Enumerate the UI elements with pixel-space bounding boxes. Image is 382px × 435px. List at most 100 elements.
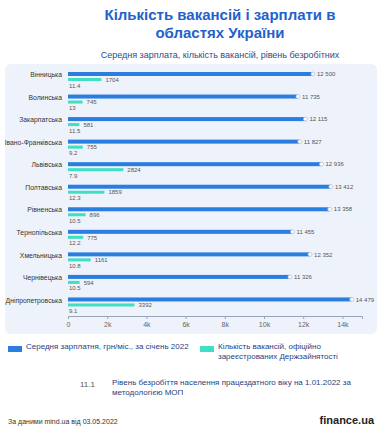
chart-svg: 02k4k6k8k10k12k14kВінницькаВолинськаЗака…	[0, 0, 382, 435]
data-labels: 12 50011 73512 11511 82712 93613 41213 3…	[69, 71, 375, 314]
category-label: Полтавська	[25, 184, 62, 191]
y-tick: Тернопільська	[17, 229, 63, 237]
panel	[5, 64, 377, 334]
bar	[68, 258, 91, 261]
category-label: Закарпатська	[19, 116, 62, 124]
unemployment-label: 7.9	[69, 173, 78, 179]
bar-end-dot	[311, 72, 315, 76]
data-label: 12 352	[314, 252, 333, 258]
data-label: 755	[87, 144, 98, 150]
bar	[68, 230, 293, 234]
bar-end-dot	[298, 140, 302, 144]
category-label: Чернівецька	[23, 274, 62, 282]
legend-swatch	[8, 346, 22, 352]
bar-end-dot	[320, 162, 324, 166]
y-tick: Івано-Франківська	[5, 139, 63, 147]
data-label: 775	[87, 235, 98, 241]
legend-label: Рівень безробіття населення працездатног…	[112, 378, 362, 398]
x-tick-mark	[303, 316, 304, 319]
y-tick: Вінницька	[30, 71, 62, 79]
category-label: Тернопільська	[17, 229, 63, 237]
unemployment-label: 10.8	[69, 263, 81, 269]
bar-end-dot	[288, 275, 292, 279]
unemployment-label: 11.4	[69, 83, 81, 89]
data-label: 745	[87, 99, 98, 105]
data-label: 12 500	[317, 71, 336, 77]
x-tick: 10k	[259, 316, 271, 328]
y-tick: Дніпропетровська	[6, 297, 63, 305]
bar	[68, 123, 79, 126]
bar	[68, 162, 322, 166]
y-tick: Чернівецька	[23, 274, 62, 282]
bar	[68, 101, 83, 104]
subtitle: Середня зарплата, кількість вакансій, рі…	[70, 50, 370, 60]
data-label: 594	[84, 280, 95, 286]
data-label: 11 735	[302, 94, 321, 100]
data-label: 11 455	[297, 229, 316, 235]
bar-end-dot	[296, 95, 300, 99]
bar-end-dot	[350, 297, 354, 301]
legend-sample: 11.1	[80, 380, 95, 389]
x-tick: 0	[67, 316, 71, 328]
x-tick: 4k	[143, 316, 151, 328]
y-tick: Закарпатська	[19, 116, 62, 124]
bar	[68, 146, 83, 149]
x-tick-mark	[225, 316, 226, 319]
title: Кількість вакансій і зарплати в областях…	[70, 6, 370, 42]
x-tick-mark	[107, 316, 108, 319]
y-tick: Рівненська	[27, 206, 62, 213]
legend-label: Кількість вакансій, офіційно зареєстрова…	[218, 342, 376, 362]
x-tick-mark	[68, 316, 69, 319]
data-label: 14 479	[356, 297, 375, 303]
y-tick: Полтавська	[25, 184, 62, 191]
bar	[68, 236, 83, 239]
category-label: Вінницька	[30, 71, 62, 79]
x-tick-label: 2k	[104, 321, 112, 328]
legend-label: Середня зарплатня, грн/міс., за січень 2…	[26, 342, 191, 352]
unemployment-label: 9.1	[69, 308, 78, 314]
x-tick-mark	[264, 316, 265, 319]
y-axis: Вінницька Волинська Закарпатська Івано-Фран…	[5, 71, 63, 304]
data-label: 11 827	[304, 139, 323, 145]
x-tick-mark	[186, 316, 187, 319]
data-label: 12 936	[326, 161, 345, 167]
data-label: 1161	[95, 257, 109, 263]
x-tick: 2k	[104, 316, 112, 328]
data-label: 3392	[138, 302, 152, 308]
bar-end-dot	[329, 185, 333, 189]
x-tick-label: 10k	[259, 321, 271, 328]
x-tick-label: 8k	[222, 321, 230, 328]
bar-end-dot	[328, 207, 332, 211]
y-tick: Львівська	[32, 161, 63, 168]
category-label: Хмельницька	[20, 252, 62, 260]
x-tick: 12k	[298, 316, 310, 328]
data-label: 581	[83, 122, 94, 128]
bar	[68, 78, 101, 81]
legend-swatch	[200, 346, 214, 352]
category-label: Дніпропетровська	[6, 297, 63, 305]
bar	[68, 191, 104, 194]
bar	[68, 185, 331, 189]
y-tick: Хмельницька	[20, 252, 62, 260]
bar	[68, 117, 305, 121]
x-tick-label: 12k	[298, 321, 310, 328]
data-label: 11 326	[294, 274, 313, 280]
unemployment-label: 11.5	[69, 128, 81, 134]
x-tick-label: 6k	[182, 321, 190, 328]
category-label: Рівненська	[27, 206, 62, 213]
bar	[68, 95, 298, 99]
x-tick-label: 0	[67, 321, 71, 328]
x-tick-label: 4k	[143, 321, 151, 328]
source: За даними mind.ua від 03.05.2022	[8, 418, 118, 425]
bar-end-dot	[291, 230, 295, 234]
bar	[68, 168, 123, 171]
x-tick-mark	[342, 316, 343, 319]
x-tick: 8k	[222, 316, 230, 328]
data-label: 1704	[105, 77, 119, 83]
unemployment-label: 13	[69, 105, 76, 111]
category-label: Івано-Франківська	[5, 139, 63, 147]
bar	[68, 297, 352, 301]
data-label: 1859	[108, 189, 122, 195]
y-tick: Волинська	[28, 94, 62, 101]
unemployment-label: 10.5	[69, 218, 81, 224]
